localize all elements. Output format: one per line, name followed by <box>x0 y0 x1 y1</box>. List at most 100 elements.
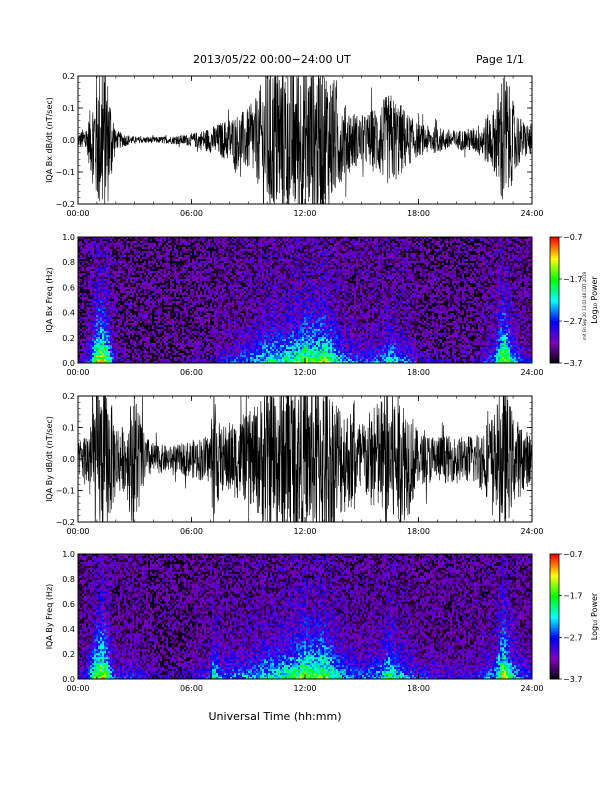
heatmap-cell <box>224 255 226 257</box>
heatmap-cell <box>174 323 176 325</box>
heatmap-cell <box>194 261 196 263</box>
heatmap-cell <box>94 251 96 253</box>
heatmap-cell <box>134 303 136 305</box>
heatmap-cell <box>96 251 98 253</box>
heatmap-cell <box>132 335 134 337</box>
heatmap-cell <box>198 263 200 265</box>
heatmap-cell <box>146 351 148 353</box>
heatmap-cell <box>84 273 86 275</box>
heatmap-cell <box>170 323 172 325</box>
heatmap-cell <box>196 285 198 287</box>
heatmap-cell <box>110 291 112 293</box>
heatmap-cell <box>166 329 168 331</box>
heatmap-cell <box>106 239 108 241</box>
heatmap-cell <box>146 267 148 269</box>
heatmap-cell <box>190 271 192 273</box>
heatmap-cell <box>172 301 174 303</box>
heatmap-cell <box>176 245 178 247</box>
heatmap-cell <box>90 347 92 349</box>
heatmap-cell <box>132 245 134 247</box>
heatmap-cell <box>84 255 86 257</box>
heatmap-cell <box>210 261 212 263</box>
heatmap-cell <box>140 279 142 281</box>
heatmap-cell <box>180 349 182 351</box>
heatmap-cell <box>146 317 148 319</box>
heatmap-cell <box>166 291 168 293</box>
heatmap-cell <box>86 247 88 249</box>
heatmap-cell <box>108 251 110 253</box>
heatmap-cell <box>100 331 102 333</box>
heatmap-cell <box>114 311 116 313</box>
heatmap-cell <box>212 313 214 315</box>
y-tick-label: −0.2 <box>56 200 75 209</box>
heatmap-cell <box>144 279 146 281</box>
heatmap-cell <box>154 327 156 329</box>
heatmap-cell <box>146 309 148 311</box>
heatmap-cell <box>154 341 156 343</box>
heatmap-cell <box>166 343 168 345</box>
heatmap-cell <box>128 359 130 361</box>
heatmap-cell <box>160 321 162 323</box>
heatmap-cell <box>218 317 220 319</box>
heatmap-cell <box>110 317 112 319</box>
heatmap-cell <box>184 359 186 361</box>
heatmap-cell <box>212 309 214 311</box>
heatmap-cell <box>174 303 176 305</box>
heatmap-cell <box>164 253 166 255</box>
heatmap-cell <box>130 355 132 357</box>
heatmap-cell <box>140 307 142 309</box>
heatmap-cell <box>174 313 176 315</box>
heatmap-cell <box>182 333 184 335</box>
heatmap-cell <box>94 291 96 293</box>
heatmap-cell <box>210 283 212 285</box>
heatmap-cell <box>86 317 88 319</box>
heatmap-cell <box>106 331 108 333</box>
heatmap-cell <box>206 313 208 315</box>
heatmap-cell <box>168 303 170 305</box>
heatmap-cell <box>170 283 172 285</box>
heatmap-cell <box>172 263 174 265</box>
heatmap-cell <box>180 267 182 269</box>
heatmap-cell <box>130 305 132 307</box>
heatmap-cell <box>158 277 160 279</box>
heatmap-cell <box>162 315 164 317</box>
heatmap-cell <box>96 245 98 247</box>
heatmap-cell <box>122 345 124 347</box>
heatmap-cell <box>100 289 102 291</box>
heatmap-cell <box>156 259 158 261</box>
heatmap-cell <box>126 313 128 315</box>
heatmap-cell <box>116 261 118 263</box>
heatmap-cell <box>136 271 138 273</box>
heatmap-cell <box>166 319 168 321</box>
heatmap-cell <box>154 353 156 355</box>
heatmap-cell <box>118 317 120 319</box>
heatmap-cell <box>166 247 168 249</box>
heatmap-cell <box>118 331 120 333</box>
heatmap-cell <box>98 293 100 295</box>
heatmap-cell <box>202 341 204 343</box>
heatmap-cell <box>138 339 140 341</box>
heatmap-cell <box>124 251 126 253</box>
heatmap-cell <box>202 251 204 253</box>
heatmap-cell <box>166 245 168 247</box>
heatmap-cell <box>146 281 148 283</box>
heatmap-cell <box>224 331 226 333</box>
heatmap-cell <box>222 285 224 287</box>
heatmap-cell <box>106 251 108 253</box>
heatmap-cell <box>86 339 88 341</box>
heatmap-cell <box>182 307 184 309</box>
heatmap-cell <box>110 259 112 261</box>
heatmap-cell <box>152 245 154 247</box>
heatmap-cell <box>216 265 218 267</box>
heatmap-cell <box>212 289 214 291</box>
heatmap-cell <box>120 305 122 307</box>
heatmap-cell <box>100 339 102 341</box>
heatmap-cell <box>214 353 216 355</box>
heatmap-cell <box>172 349 174 351</box>
heatmap-cell <box>178 297 180 299</box>
heatmap-cell <box>134 359 136 361</box>
heatmap-cell <box>114 335 116 337</box>
heatmap-cell <box>140 291 142 293</box>
heatmap-cell <box>174 253 176 255</box>
heatmap-cell <box>80 259 82 261</box>
